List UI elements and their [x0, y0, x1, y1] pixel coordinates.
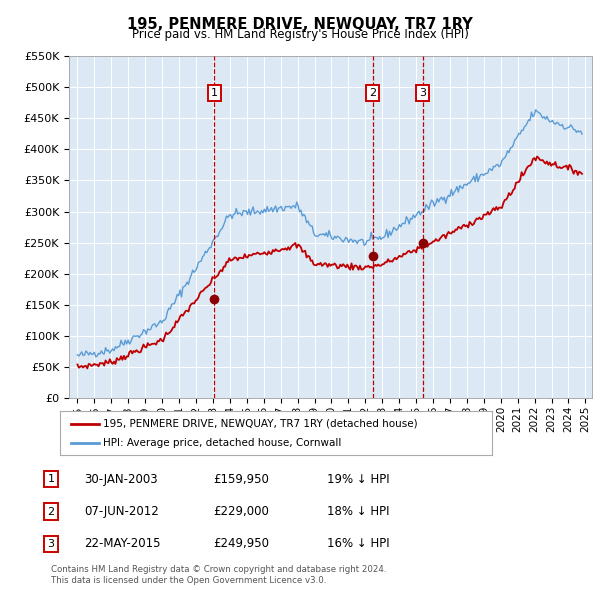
Text: 2: 2 [47, 507, 55, 516]
Text: 3: 3 [419, 88, 426, 99]
Text: 16% ↓ HPI: 16% ↓ HPI [327, 537, 389, 550]
Text: 18% ↓ HPI: 18% ↓ HPI [327, 505, 389, 518]
Text: This data is licensed under the Open Government Licence v3.0.: This data is licensed under the Open Gov… [51, 576, 326, 585]
Text: 30-JAN-2003: 30-JAN-2003 [84, 473, 158, 486]
Text: Price paid vs. HM Land Registry's House Price Index (HPI): Price paid vs. HM Land Registry's House … [131, 28, 469, 41]
Text: 195, PENMERE DRIVE, NEWQUAY, TR7 1RY: 195, PENMERE DRIVE, NEWQUAY, TR7 1RY [127, 17, 473, 31]
Text: 3: 3 [47, 539, 55, 549]
Text: £229,000: £229,000 [213, 505, 269, 518]
Text: 2: 2 [369, 88, 376, 99]
Text: 1: 1 [211, 88, 218, 99]
Text: £249,950: £249,950 [213, 537, 269, 550]
Text: 22-MAY-2015: 22-MAY-2015 [84, 537, 161, 550]
Text: £159,950: £159,950 [213, 473, 269, 486]
Text: 19% ↓ HPI: 19% ↓ HPI [327, 473, 389, 486]
Text: HPI: Average price, detached house, Cornwall: HPI: Average price, detached house, Corn… [103, 438, 341, 448]
Text: 195, PENMERE DRIVE, NEWQUAY, TR7 1RY (detached house): 195, PENMERE DRIVE, NEWQUAY, TR7 1RY (de… [103, 419, 418, 428]
Text: Contains HM Land Registry data © Crown copyright and database right 2024.: Contains HM Land Registry data © Crown c… [51, 565, 386, 575]
Text: 07-JUN-2012: 07-JUN-2012 [84, 505, 159, 518]
Text: 1: 1 [47, 474, 55, 484]
